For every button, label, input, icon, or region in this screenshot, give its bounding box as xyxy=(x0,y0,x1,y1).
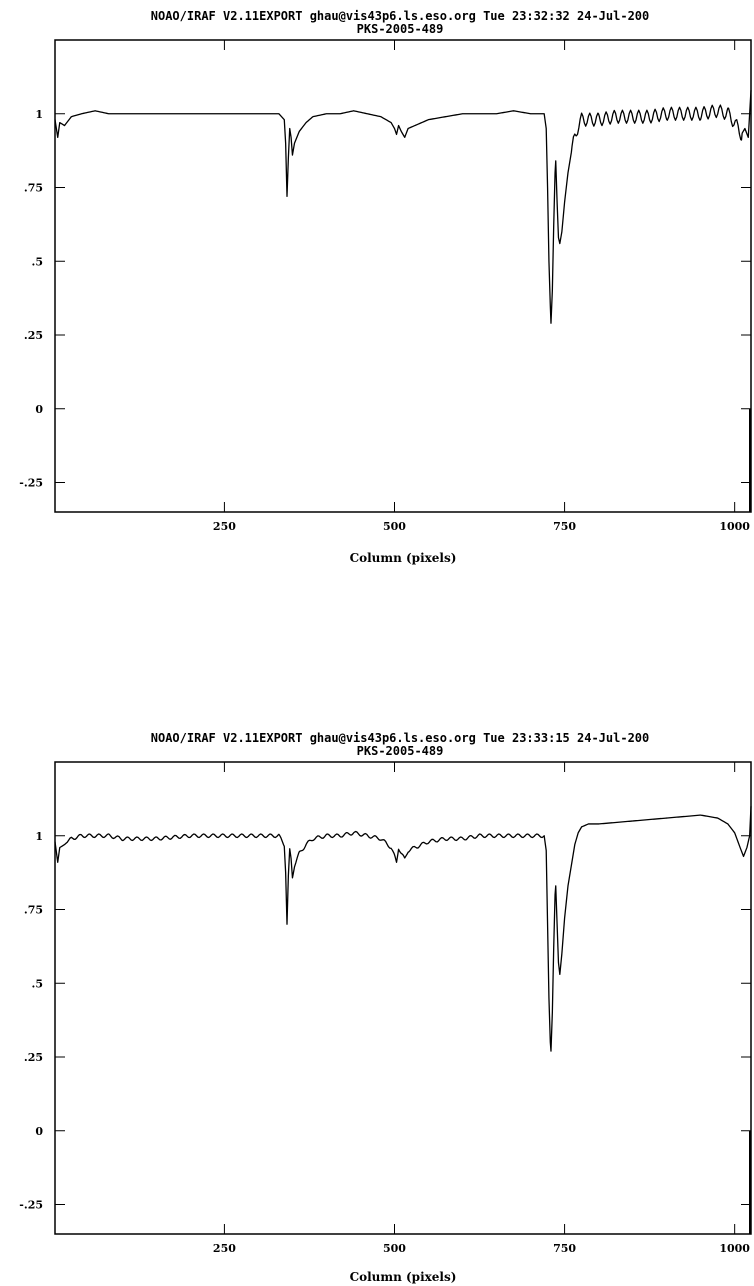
x-tick-label: 1000 xyxy=(719,1242,750,1255)
x-axis-title: Column (pixels) xyxy=(350,1270,457,1284)
y-tick-label: 0 xyxy=(35,1125,43,1138)
y-tick-label: 1 xyxy=(35,108,43,121)
y-tick-label: -.25 xyxy=(19,477,43,490)
plot-frame xyxy=(54,761,752,1235)
x-axis-title: Column (pixels) xyxy=(350,551,457,565)
x-tick-label: 250 xyxy=(213,520,236,533)
plot-frame xyxy=(54,39,752,513)
y-tick-label: .5 xyxy=(32,977,43,990)
y-tick-label: 0 xyxy=(35,403,43,416)
x-tick-label: 500 xyxy=(383,1242,406,1255)
y-tick-label: 1 xyxy=(35,830,43,843)
x-tick-label: 750 xyxy=(553,520,576,533)
y-tick-label: .25 xyxy=(24,329,43,342)
y-tick-label: .75 xyxy=(24,182,43,195)
tick-labels: 250 500 750 1000 -.25 0 .25 .5 .75 1 xyxy=(19,108,750,533)
y-tick-label: -.25 xyxy=(19,1199,43,1212)
y-tick-label: .25 xyxy=(24,1051,43,1064)
spectrum-line xyxy=(54,806,752,1052)
plot-header: NOAO/IRAF V2.11EXPORT ghau@vis43p6.ls.es… xyxy=(151,731,650,745)
x-tick-label: 750 xyxy=(553,1242,576,1255)
tick-marks xyxy=(55,40,751,512)
plot-header: NOAO/IRAF V2.11EXPORT ghau@vis43p6.ls.es… xyxy=(151,9,650,23)
y-tick-label: .5 xyxy=(32,255,43,268)
spectrum-plot-1: NOAO/IRAF V2.11EXPORT ghau@vis43p6.ls.es… xyxy=(19,9,752,565)
x-tick-label: 500 xyxy=(383,520,406,533)
plot-title: PKS-2005-489 xyxy=(357,744,444,758)
spectrum-line xyxy=(54,90,752,324)
plot-title: PKS-2005-489 xyxy=(357,22,444,36)
tick-marks xyxy=(55,762,751,1234)
y-tick-label: .75 xyxy=(24,904,43,917)
tick-labels: 250 500 750 1000 -.25 0 .25 .5 .75 1 xyxy=(19,830,750,1255)
spectrum-plot-2: NOAO/IRAF V2.11EXPORT ghau@vis43p6.ls.es… xyxy=(19,731,752,1284)
x-tick-label: 1000 xyxy=(719,520,750,533)
x-tick-label: 250 xyxy=(213,1242,236,1255)
